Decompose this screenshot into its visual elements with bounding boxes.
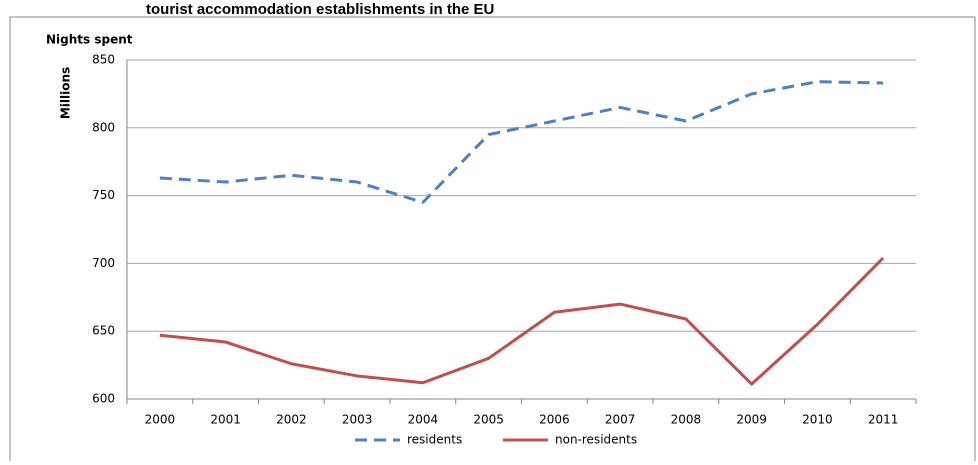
x-tick-label: 2005 (473, 413, 504, 427)
x-tick-label: 2008 (671, 413, 702, 427)
series-line (159, 80, 884, 204)
x-tick-label: 2001 (210, 413, 241, 427)
legend-label: non-residents (555, 433, 637, 447)
x-tick-label: 2003 (342, 413, 373, 427)
y-axis-unit: Millions (59, 67, 73, 119)
legend-label: residents (407, 433, 462, 447)
x-tick-label: 2002 (276, 413, 307, 427)
y-tick-label: 600 (92, 392, 115, 406)
y-tick-label: 800 (92, 120, 115, 134)
y-axis-title: Nights spent (46, 33, 133, 47)
x-tick-label: 2010 (802, 413, 833, 427)
x-tick-label: 2007 (605, 413, 636, 427)
chart-title: tourist accommodation establishments in … (146, 1, 494, 18)
y-tick-label: 650 (92, 324, 115, 338)
x-tick-label: 2000 (145, 413, 176, 427)
y-tick-label: 700 (92, 256, 115, 270)
x-tick-label: 2011 (868, 413, 899, 427)
chart-frame (9, 16, 976, 465)
x-tick-label: 2004 (408, 413, 439, 427)
y-tick-label: 850 (92, 53, 115, 67)
series-line (159, 256, 885, 386)
x-tick-label: 2009 (736, 413, 767, 427)
y-tick-label: 750 (92, 188, 115, 202)
x-tick-label: 2006 (539, 413, 570, 427)
